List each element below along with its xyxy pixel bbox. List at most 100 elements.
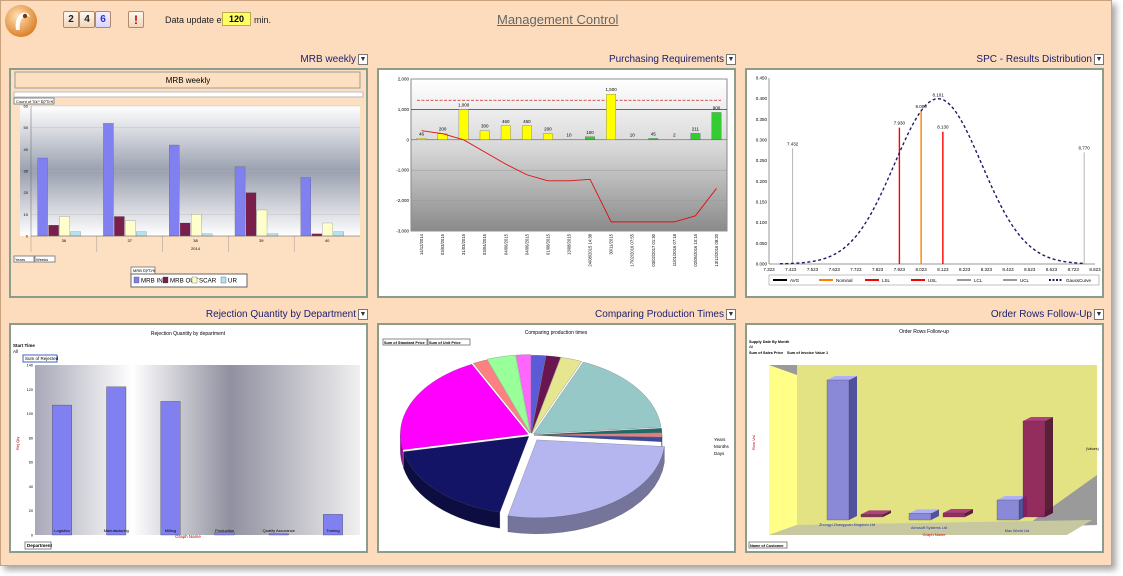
bar-ur xyxy=(333,231,344,237)
legend-swatch xyxy=(162,276,169,284)
x-tick-label: 13/08/2015 xyxy=(567,233,572,255)
x-tick-label: 03/02/2017 01:30 xyxy=(651,233,656,266)
legend-label: SCAR xyxy=(199,278,217,285)
chevron-down-icon[interactable]: ▼ xyxy=(358,309,368,320)
y-tick-label: 0.300 xyxy=(756,138,768,143)
y-tick-label: 10 xyxy=(24,212,29,217)
x-tick-label: 37 xyxy=(127,238,132,243)
y-tick-label: 2,000 xyxy=(398,77,410,82)
x-tick-label: 7.523 xyxy=(807,267,819,272)
chevron-down-icon[interactable]: ▼ xyxy=(726,54,736,65)
pie-slice xyxy=(533,432,663,438)
legend-label: UCL xyxy=(1020,278,1029,283)
mrb-chart-title: MRB weekly xyxy=(166,76,210,85)
x-tick-label: 8.223 xyxy=(959,267,971,272)
data-label: 900 xyxy=(713,105,721,110)
y-tick-label: 0.450 xyxy=(756,76,768,81)
rows-filter-label[interactable]: Supply Date By Month xyxy=(749,340,790,344)
prod-legend-months[interactable]: Months xyxy=(714,444,730,449)
x-tick-label: 01/08/2015 xyxy=(545,233,550,255)
rows-field-invoice[interactable]: Sum of Invoice Value 1 xyxy=(787,351,828,355)
update-interval-input[interactable]: 120 xyxy=(222,12,251,26)
legend-label: AVG xyxy=(790,278,800,283)
bar-scar xyxy=(59,216,70,237)
pie-slice xyxy=(403,436,530,513)
bar-mrb-out xyxy=(48,225,59,237)
pie-slice xyxy=(507,439,665,518)
gauss-curve xyxy=(779,97,1085,265)
prod-legend-days[interactable]: Days xyxy=(714,451,725,456)
chart-frame: 2,000 1,000 0 -1,000 -2,000 -3,000 46 14/12/201… xyxy=(377,68,736,298)
marker-label: 7.432 xyxy=(787,141,799,146)
legend-label: Nominal xyxy=(836,278,853,283)
bar xyxy=(942,512,966,518)
x-tick-label: 8.023 xyxy=(916,267,928,272)
y-tick-label: 0.400 xyxy=(756,96,768,101)
chart-frame: Order Rows Follow-up Supply Date By Mont… xyxy=(745,323,1104,553)
alert-button[interactable]: ! xyxy=(128,11,144,28)
legend-label: MRB OUT xyxy=(170,278,199,285)
x-tick-label: 7.823 xyxy=(872,267,884,272)
rows-side-label: (Values) xyxy=(1086,447,1099,451)
bar xyxy=(648,138,659,140)
marker-label: 7.930 xyxy=(894,121,906,126)
x-tick-label: 8.523 xyxy=(1024,267,1036,272)
x-tick-label: 13/12/2016 08:20 xyxy=(714,233,719,266)
rej-sum-field[interactable]: Sum of Rejected xyxy=(25,356,59,361)
period-2-button[interactable]: 2 xyxy=(63,11,79,28)
bar xyxy=(826,379,850,521)
mrb-legend-button[interactable]: MRB אינדקס xyxy=(133,268,156,273)
bar xyxy=(479,130,490,140)
x-tick-label: 8.323 xyxy=(981,267,993,272)
bar-mrb-in xyxy=(234,166,246,237)
panel-title: SPC - Results Distribution xyxy=(976,54,1092,65)
rej-filter-all[interactable]: All xyxy=(13,349,18,354)
x-tick-label: 14/12/2014 xyxy=(419,233,424,255)
period-6-button[interactable]: 6 xyxy=(95,11,111,28)
marker-label: 8.000 xyxy=(916,104,928,109)
y-tick-label: 0 xyxy=(26,234,29,239)
x-tick-label: 38 xyxy=(193,238,198,243)
bar-scar xyxy=(125,220,136,237)
update-unit: min. xyxy=(254,15,272,25)
prod-chart-title: Comparing production times xyxy=(525,330,588,336)
pie-slice xyxy=(533,428,663,435)
period-4-button[interactable]: 4 xyxy=(79,11,95,28)
bar-mrb-in xyxy=(169,144,180,237)
page-title[interactable]: Management Control xyxy=(497,12,619,27)
rej-filter-start[interactable]: Start Time xyxy=(13,343,35,348)
mrb-years-field[interactable]: Years xyxy=(15,257,25,262)
rows-customer-field[interactable]: Name of Customer xyxy=(750,544,784,548)
prod-legend-years[interactable]: Years xyxy=(714,437,726,442)
pie-slice xyxy=(531,355,561,434)
data-label: 1,000 xyxy=(458,102,470,107)
x-tick-label: Zhongyi Zhangyuan Kingdom Ltd xyxy=(819,523,875,527)
legend-label: UR xyxy=(228,278,237,285)
production-pie-chart: Comparing production times Sum of Standa… xyxy=(379,325,734,551)
rows-filter-value[interactable]: All xyxy=(749,345,753,349)
mrb-weeks-field[interactable]: Weeks xyxy=(36,257,48,262)
pie-slice xyxy=(533,361,662,435)
mrb-filter-label[interactable]: Count of אינדקס ייצור xyxy=(16,99,54,104)
data-label: 1,500 xyxy=(606,87,618,92)
bar-ur xyxy=(70,231,81,237)
rej-department-field[interactable]: Department xyxy=(27,543,53,548)
legend-label: LSL xyxy=(882,278,891,283)
bar xyxy=(996,499,1020,521)
x-tick-label: 7.323 xyxy=(763,267,775,272)
chevron-down-icon[interactable]: ▼ xyxy=(1094,309,1104,320)
y-tick-label: 20 xyxy=(29,509,33,513)
chevron-down-icon[interactable]: ▼ xyxy=(358,54,368,65)
prod-field-standard[interactable]: Sum of Standard Price xyxy=(384,341,425,345)
x-group-label: 2014 xyxy=(191,246,201,251)
data-label: 300 xyxy=(481,124,489,129)
marker-label: 8.770 xyxy=(1079,145,1091,150)
bar xyxy=(268,533,289,536)
prod-field-unit[interactable]: Sum of Unit Price xyxy=(429,341,461,345)
bar xyxy=(416,138,427,140)
pie-slice xyxy=(473,359,530,434)
rows-field-sales[interactable]: Sum of Sales Price xyxy=(749,351,783,355)
chevron-down-icon[interactable]: ▼ xyxy=(1094,54,1104,65)
chevron-down-icon[interactable]: ▼ xyxy=(726,309,736,320)
bar xyxy=(214,532,235,536)
